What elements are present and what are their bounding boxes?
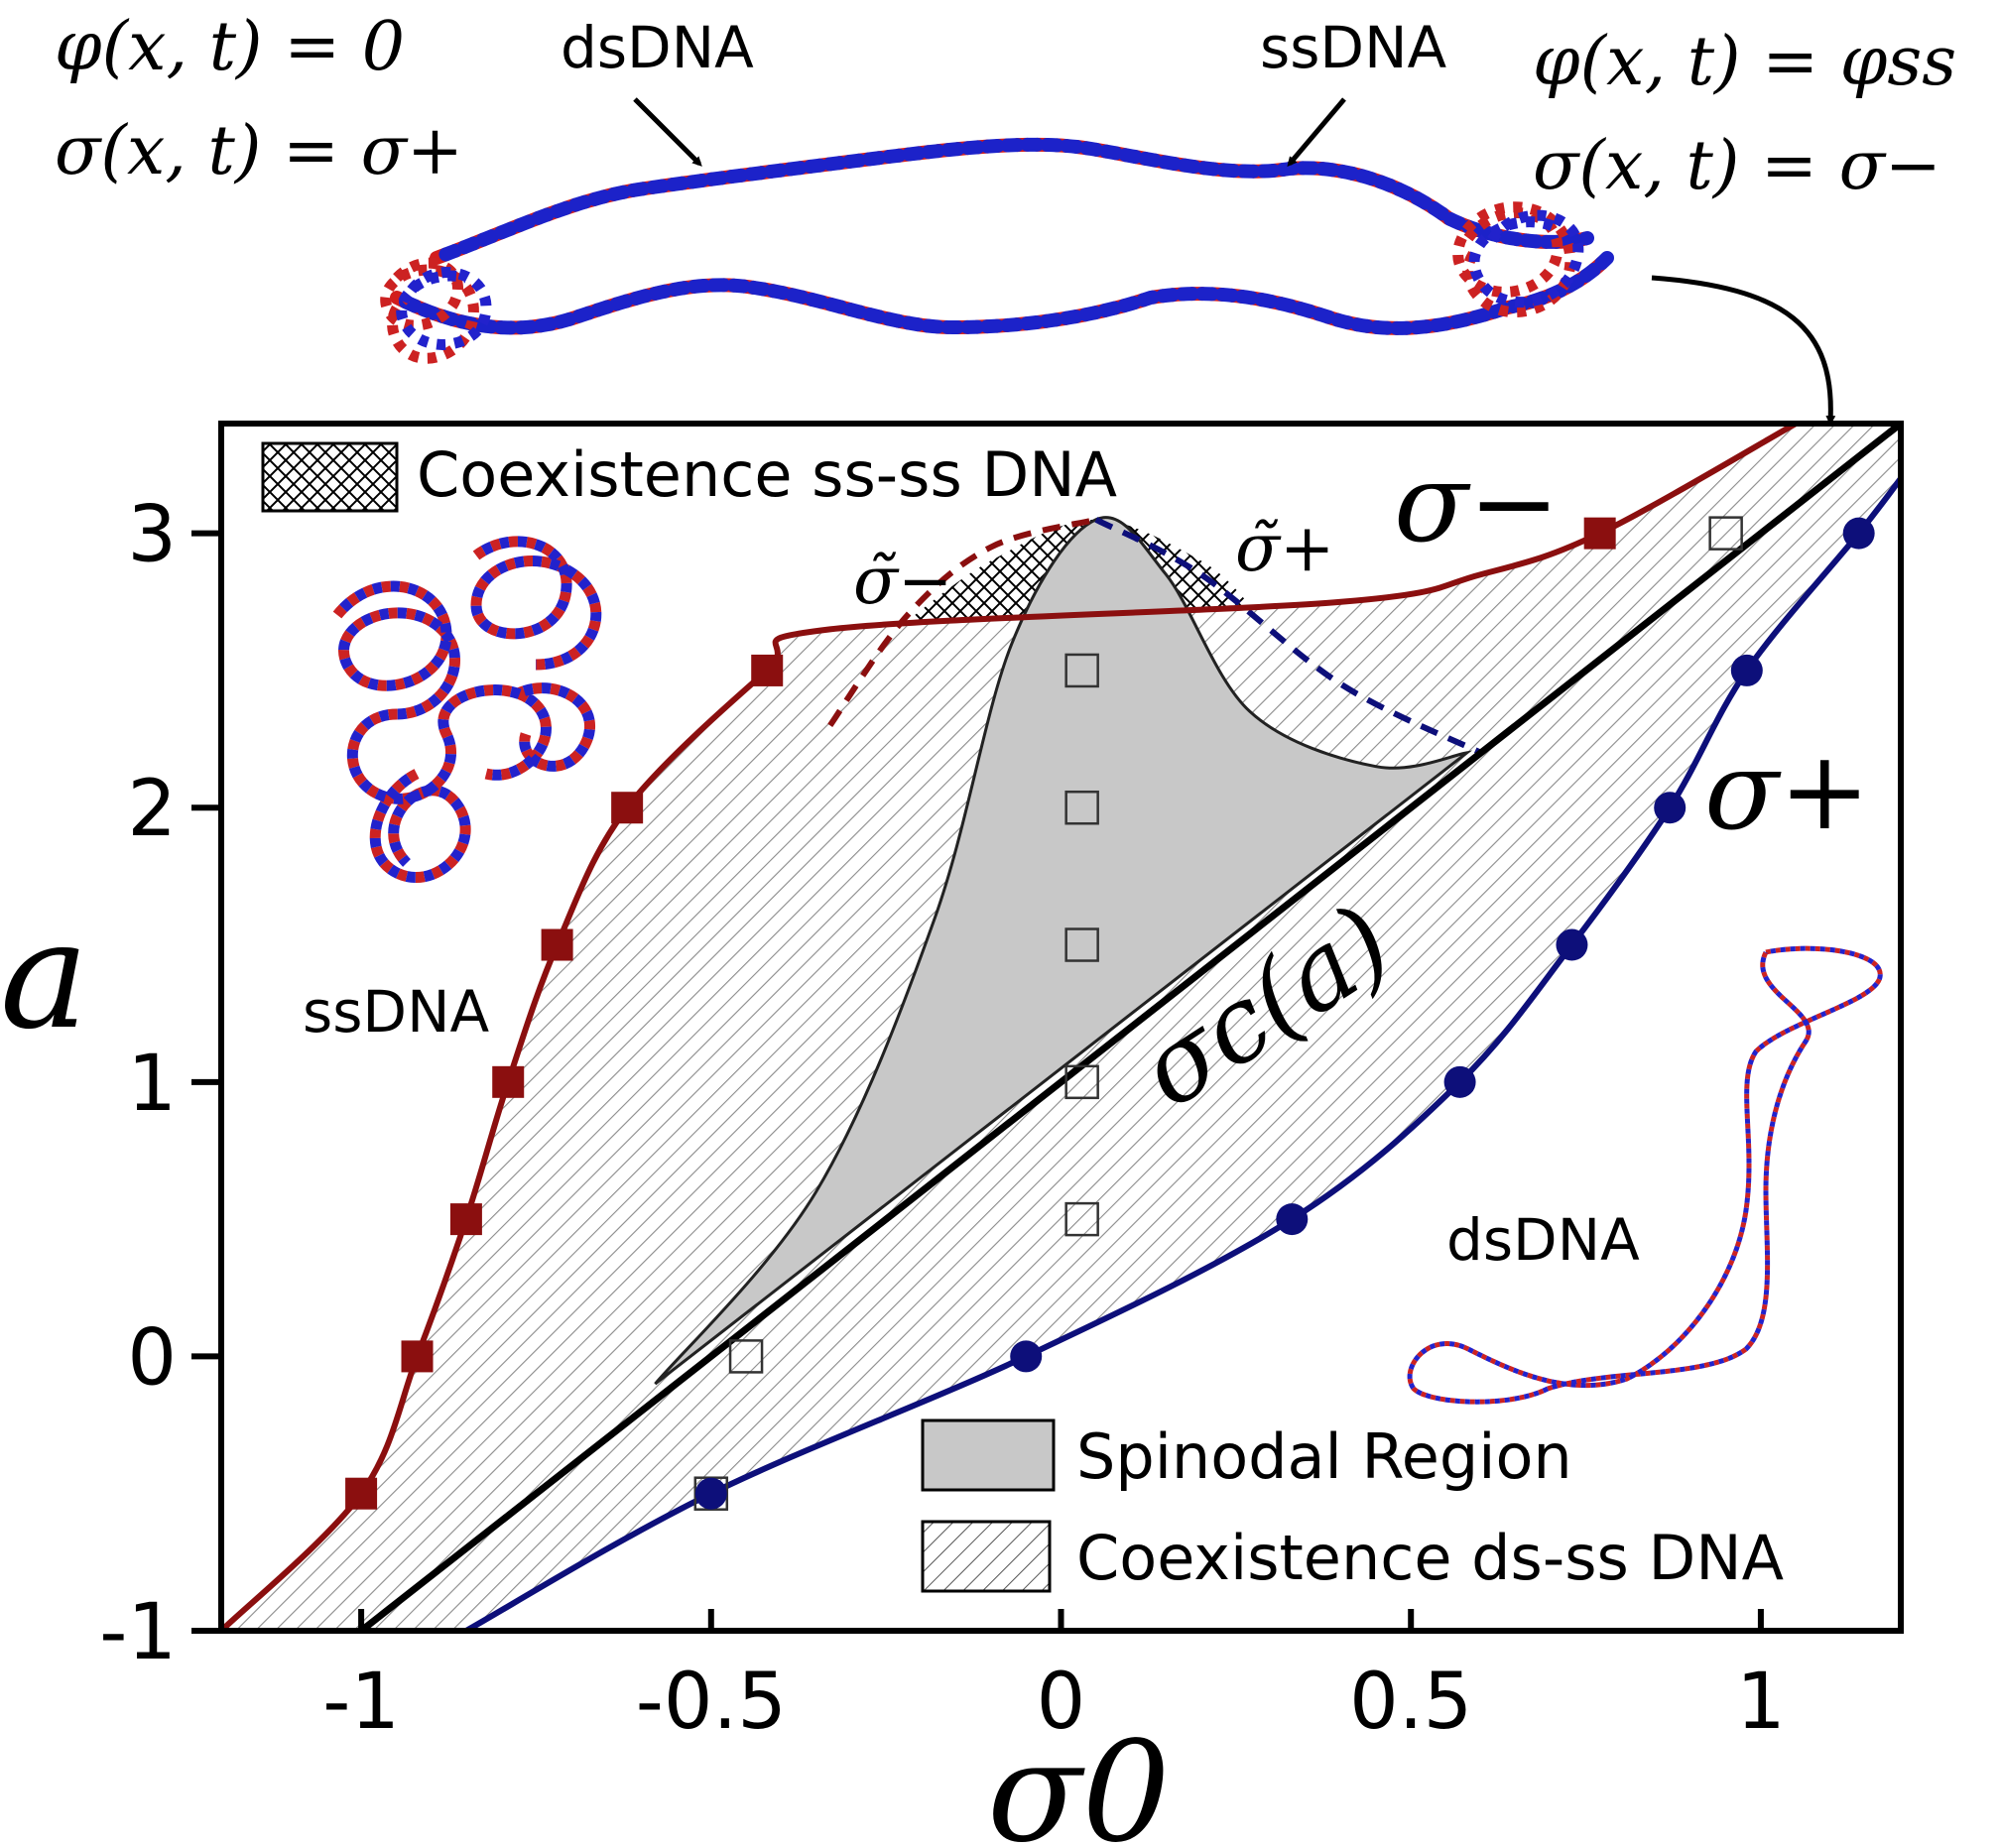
dna-coil-left	[380, 257, 479, 364]
x-tick-label: 1	[1736, 1658, 1786, 1747]
legend-ds-ss-label: Coexistence ds-ss DNA	[1076, 1522, 1784, 1594]
arrow-to-dsdna	[633, 97, 702, 167]
sigma-minus-marker	[492, 1065, 525, 1098]
dna-strand-lower-b	[390, 251, 1614, 335]
sigma-plus-marker	[1443, 1065, 1476, 1098]
label-sigma-tilde-minus: σ̃−	[853, 543, 952, 619]
label-sigma-plus: σ+	[1704, 727, 1870, 854]
spinodal-region	[654, 516, 1473, 1386]
sigma-minus-marker	[401, 1340, 434, 1373]
top-dsdna-label: dsDNA	[561, 14, 754, 81]
open-square-marker	[1064, 927, 1099, 962]
top-right-eq2: σ(x, t) = σ−	[1533, 127, 1941, 205]
plot-area: -1 -0.5 0 0.5 1 -1 0 1 2 3 Coexistence ss-ss DNA…	[99, 421, 1904, 1747]
sigma-plus-marker	[694, 1477, 727, 1510]
sigma-minus-marker	[611, 792, 644, 824]
sigma-plus-marker	[1730, 654, 1763, 686]
legend-spinodal-swatch	[921, 1418, 1056, 1492]
sigma-minus-marker	[1583, 517, 1616, 550]
open-square-marker	[1708, 516, 1743, 551]
dsdna-loop-inset	[1407, 945, 1883, 1405]
x-tick-label: -1	[322, 1658, 400, 1747]
sigma-plus-marker	[1556, 928, 1588, 961]
legend-ds-ss-swatch	[921, 1520, 1052, 1593]
y-tick-label: -1	[99, 1588, 177, 1677]
open-square-marker	[728, 1339, 764, 1374]
arrow-to-sigma-minus	[1651, 275, 1836, 426]
legend-spinodal-label: Spinodal Region	[1076, 1420, 1572, 1493]
dna-coil-right	[1452, 201, 1576, 318]
top-right-eq1: φ(x, t) = φss	[1533, 23, 1956, 101]
open-square-marker	[1064, 1064, 1099, 1100]
legend-ss-ss-label: Coexistence ss-ss DNA	[417, 438, 1117, 511]
x-axis-title: σ0	[987, 1712, 1171, 1848]
top-dna-illustration	[380, 137, 1614, 364]
top-left-eq1: φ(x, t) = 0	[55, 8, 405, 86]
sigma-minus-marker	[345, 1477, 378, 1510]
sigma-c-line	[358, 424, 1901, 1631]
y-tick-label: 2	[127, 765, 177, 854]
region-label-ssdna: ssDNA	[303, 978, 489, 1046]
sigma-plus-marker	[1842, 517, 1875, 550]
y-tick-label: 1	[127, 1040, 177, 1129]
ssdna-coil-inset	[332, 536, 602, 884]
y-tick-label: 0	[127, 1313, 177, 1403]
y-axis-title: a	[0, 890, 88, 1062]
sigma-tilde-minus-curve	[827, 516, 1097, 728]
arrow-to-ssdna	[1287, 97, 1346, 168]
y-tick-label: 3	[127, 491, 177, 580]
sigma-plus-marker	[1276, 1203, 1309, 1236]
sigma-minus-marker	[541, 928, 573, 961]
open-square-marker	[1064, 1201, 1099, 1237]
dna-coil-left-b	[396, 267, 492, 350]
open-square-marker	[1064, 653, 1099, 688]
x-tick-label: 0	[1037, 1658, 1086, 1747]
sigma-plus-marker	[1654, 792, 1687, 824]
open-square-marker	[1064, 790, 1099, 825]
sigma-minus-markers	[345, 517, 1616, 1510]
sigma-plus-markers	[694, 517, 1875, 1510]
x-axis-ticks: -1 -0.5 0 0.5 1	[322, 1609, 1786, 1747]
sigma-tilde-plus-curve	[1094, 517, 1483, 756]
dna-strand-upper-b	[430, 137, 1594, 265]
region-label-dsdna: dsDNA	[1446, 1206, 1640, 1274]
x-tick-label: 0.5	[1349, 1658, 1472, 1747]
x-tick-label: -0.5	[636, 1658, 787, 1747]
label-sigma-tilde-plus: σ̃+	[1235, 510, 1334, 586]
label-sigma-minus: σ−	[1394, 439, 1560, 566]
top-ssdna-label: ssDNA	[1260, 14, 1446, 81]
sigma-plus-marker	[1010, 1340, 1043, 1373]
sigma-minus-marker	[449, 1203, 482, 1236]
legend-ss-ss-swatch	[261, 441, 399, 513]
dna-coil-right-b	[1468, 209, 1584, 308]
sigma-minus-marker	[751, 654, 784, 686]
y-axis-ticks: -1 0 1 2 3	[99, 491, 221, 1677]
top-left-eq2: σ(x, t) = σ+	[55, 112, 463, 190]
